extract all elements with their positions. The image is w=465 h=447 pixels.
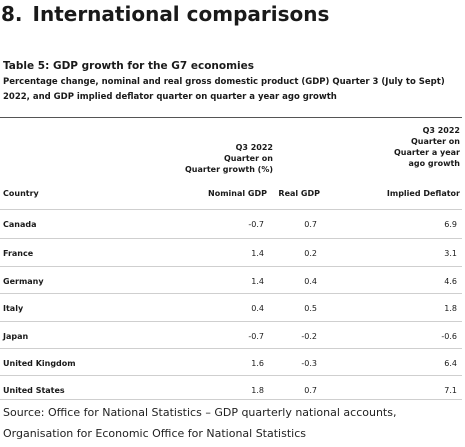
cell-nominal-gdp: 1.4 xyxy=(251,249,264,258)
group-header-line: Q3 2022 xyxy=(235,143,273,152)
table-row: Germany 1.4 0.4 4.6 xyxy=(0,267,462,295)
group-header-line: ago growth xyxy=(408,159,460,168)
table-row: United States 1.8 0.7 7.1 xyxy=(0,376,462,404)
table-divider xyxy=(0,375,462,376)
table-divider xyxy=(0,293,462,294)
cell-nominal-gdp: 1.6 xyxy=(251,359,264,368)
table-title: Table 5: GDP growth for the G7 economies xyxy=(3,60,255,72)
table-bottom-rule xyxy=(0,399,462,400)
cell-implied-deflator: -0.6 xyxy=(441,332,457,341)
column-header-nominal-gdp: Nominal GDP xyxy=(208,189,267,198)
section-title: International comparisons xyxy=(32,2,330,26)
table-divider xyxy=(0,238,462,239)
table-row: Canada -0.7 0.7 6.9 xyxy=(0,210,462,238)
cell-country: Canada xyxy=(3,220,37,229)
cell-nominal-gdp: 1.4 xyxy=(251,277,264,286)
table-top-rule xyxy=(0,117,462,118)
section-heading: 8. International comparisons xyxy=(1,1,329,27)
cell-real-gdp: 0.7 xyxy=(304,220,317,229)
cell-real-gdp: -0.3 xyxy=(301,359,317,368)
cell-implied-deflator: 6.9 xyxy=(444,220,457,229)
cell-country: Italy xyxy=(3,304,24,313)
table-divider xyxy=(0,321,462,322)
cell-country: United Kingdom xyxy=(3,359,76,368)
group-header-line: Quarter on xyxy=(410,137,460,146)
source-note: Source: Office for National Statistics –… xyxy=(3,406,397,440)
cell-implied-deflator: 3.1 xyxy=(444,249,457,258)
column-header-implied-deflator: Implied Deflator xyxy=(386,189,460,198)
cell-real-gdp: 0.7 xyxy=(304,386,317,395)
cell-implied-deflator: 1.8 xyxy=(444,304,457,313)
cell-country: United States xyxy=(3,386,65,395)
cell-nominal-gdp: 1.8 xyxy=(251,386,264,395)
cell-nominal-gdp: -0.7 xyxy=(248,332,264,341)
cell-implied-deflator: 4.6 xyxy=(444,277,457,286)
column-header-real-gdp: Real GDP xyxy=(278,189,320,198)
group-header-line: Q3 2022 xyxy=(422,126,460,135)
cell-country: Germany xyxy=(3,277,44,286)
group-header-line: Quarter a year xyxy=(394,148,460,157)
table-subtitle: Percentage change, nominal and real gros… xyxy=(3,77,445,102)
group-header-line: Quarter on xyxy=(223,154,273,163)
table-row: Italy 0.4 0.5 1.8 xyxy=(0,294,462,322)
table-row: France 1.4 0.2 3.1 xyxy=(0,239,462,267)
cell-nominal-gdp: 0.4 xyxy=(251,304,264,313)
cell-implied-deflator: 7.1 xyxy=(444,386,457,395)
column-header-country: Country xyxy=(3,189,39,198)
cell-nominal-gdp: -0.7 xyxy=(248,220,264,229)
group-header-line: Quarter growth (%) xyxy=(184,165,273,174)
cell-real-gdp: 0.5 xyxy=(304,304,317,313)
table-row: United Kingdom 1.6 -0.3 6.4 xyxy=(0,349,462,377)
table-divider xyxy=(0,209,462,210)
group-header-quarter-growth: Q3 2022 Quarter on Quarter growth (%) xyxy=(153,142,273,175)
cell-real-gdp: 0.4 xyxy=(304,277,317,286)
cell-real-gdp: -0.2 xyxy=(301,332,317,341)
section-number: 8. xyxy=(1,2,23,26)
cell-real-gdp: 0.2 xyxy=(304,249,317,258)
table-divider xyxy=(0,348,462,349)
group-header-year-ago-growth: Q3 2022 Quarter on Quarter a year ago gr… xyxy=(370,125,460,169)
table-row: Japan -0.7 -0.2 -0.6 xyxy=(0,322,462,350)
cell-implied-deflator: 6.4 xyxy=(444,359,457,368)
cell-country: France xyxy=(3,249,34,258)
table-divider xyxy=(0,266,462,267)
cell-country: Japan xyxy=(3,332,29,341)
